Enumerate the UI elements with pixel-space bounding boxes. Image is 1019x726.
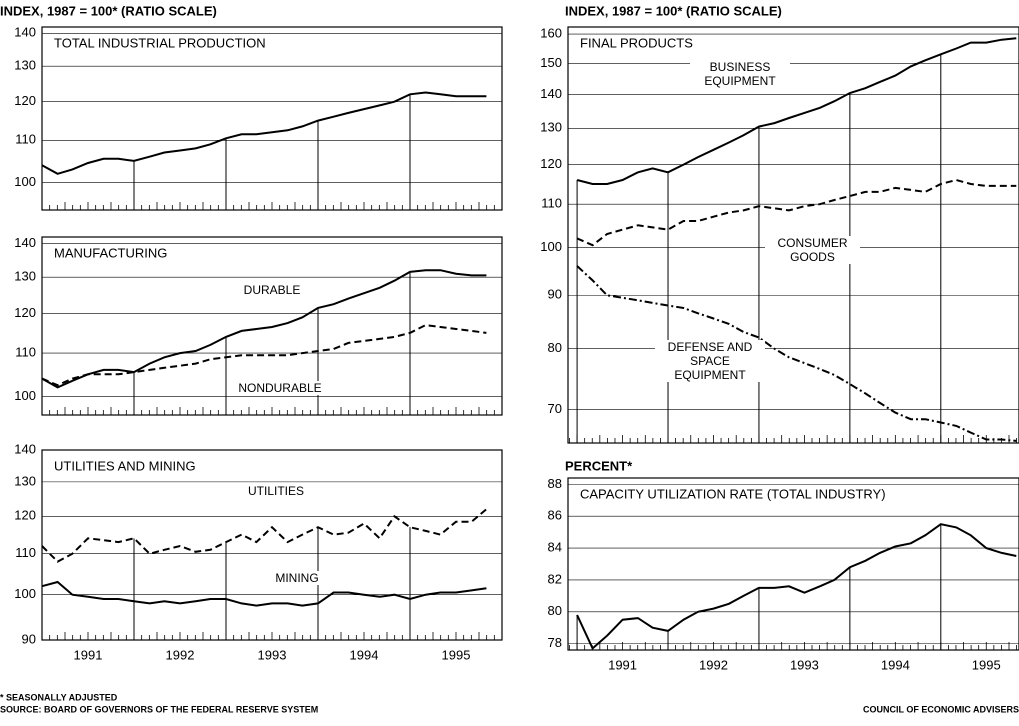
series-label: DEFENSE AND SPACE EQUIPMENT xyxy=(655,340,765,382)
y-tick-label: 100 xyxy=(14,388,36,403)
footnote: * SEASONALLY ADJUSTED xyxy=(0,692,118,702)
series-label: NONDURABLE xyxy=(230,381,330,395)
source: SOURCE: BOARD OF GOVERNORS OF THE FEDERA… xyxy=(0,704,318,714)
y-tick-label: 70 xyxy=(548,401,562,416)
series-line xyxy=(576,37,1017,185)
y-tick-label: 120 xyxy=(14,508,36,523)
series-label: BUSINESS EQUIPMENT xyxy=(690,60,790,88)
panel-title: MANUFACTURING xyxy=(54,245,167,260)
y-tick-label: 120 xyxy=(540,156,562,171)
y-tick-label: 140 xyxy=(14,441,36,456)
y-tick-label: 130 xyxy=(14,269,36,284)
series-line xyxy=(576,178,1017,247)
series-line xyxy=(576,265,1017,442)
y-tick-label: 82 xyxy=(548,571,562,586)
axis-header: INDEX, 1987 = 100* (RATIO SCALE) xyxy=(565,3,782,18)
y-tick-label: 120 xyxy=(14,93,36,108)
y-tick-label: 78 xyxy=(548,635,562,650)
y-tick-label: 90 xyxy=(22,631,36,646)
y-tick-label: 130 xyxy=(14,473,36,488)
y-tick-label: 80 xyxy=(548,340,562,355)
y-tick-label: 90 xyxy=(548,287,562,302)
panel-title: TOTAL INDUSTRIAL PRODUCTION xyxy=(54,35,266,50)
x-tick-label: 1994 xyxy=(881,657,910,672)
y-tick-label: 160 xyxy=(540,25,562,40)
series-line xyxy=(576,523,1017,651)
y-tick-label: 150 xyxy=(540,55,562,70)
x-tick-label: 1991 xyxy=(74,647,103,662)
y-tick-label: 110 xyxy=(15,132,36,147)
y-tick-label: 140 xyxy=(14,25,36,40)
y-tick-label: 110 xyxy=(15,345,36,360)
x-tick-label: 1995 xyxy=(972,657,1001,672)
y-tick-label: 140 xyxy=(540,86,562,101)
axis-header: PERCENT* xyxy=(565,458,633,473)
y-tick-label: 86 xyxy=(548,508,562,523)
series-label: MINING xyxy=(262,571,332,585)
y-tick-label: 100 xyxy=(540,239,562,254)
series-line xyxy=(41,324,487,387)
x-tick-label: 1993 xyxy=(790,657,819,672)
panel-frame xyxy=(567,26,1019,444)
x-tick-label: 1993 xyxy=(258,647,287,662)
axis-header: INDEX, 1987 = 100* (RATIO SCALE) xyxy=(0,3,217,18)
series-line xyxy=(41,91,487,175)
series-label: DURABLE xyxy=(232,283,312,297)
series-line xyxy=(41,508,488,563)
x-tick-label: 1995 xyxy=(442,647,471,662)
y-tick-label: 84 xyxy=(548,540,562,555)
y-tick-label: 100 xyxy=(14,586,36,601)
x-tick-label: 1992 xyxy=(699,657,728,672)
y-tick-label: 100 xyxy=(14,174,36,189)
series-line xyxy=(41,269,487,389)
y-tick-label: 110 xyxy=(541,196,562,211)
x-tick-label: 1992 xyxy=(166,647,195,662)
series-label: CONSUMER GOODS xyxy=(765,236,860,264)
series-label: UTILITIES xyxy=(236,484,316,498)
panel-title: FINAL PRODUCTS xyxy=(580,35,693,50)
credit: COUNCIL OF ECONOMIC ADVISERS xyxy=(863,704,1019,714)
x-tick-label: 1994 xyxy=(350,647,379,662)
panel-title: UTILITIES AND MINING xyxy=(54,458,196,473)
x-tick-label: 1991 xyxy=(608,657,637,672)
y-tick-label: 140 xyxy=(14,235,36,250)
y-tick-label: 110 xyxy=(15,545,36,560)
series-line xyxy=(41,580,487,607)
y-tick-label: 130 xyxy=(540,120,562,135)
panel-title: CAPACITY UTILIZATION RATE (TOTAL INDUSTR… xyxy=(580,486,886,501)
y-tick-label: 80 xyxy=(548,603,562,618)
panel-frame xyxy=(567,477,1019,651)
y-tick-label: 88 xyxy=(548,476,562,491)
panel-frame xyxy=(41,449,503,641)
y-tick-label: 120 xyxy=(14,305,36,320)
y-tick-label: 130 xyxy=(14,58,36,73)
